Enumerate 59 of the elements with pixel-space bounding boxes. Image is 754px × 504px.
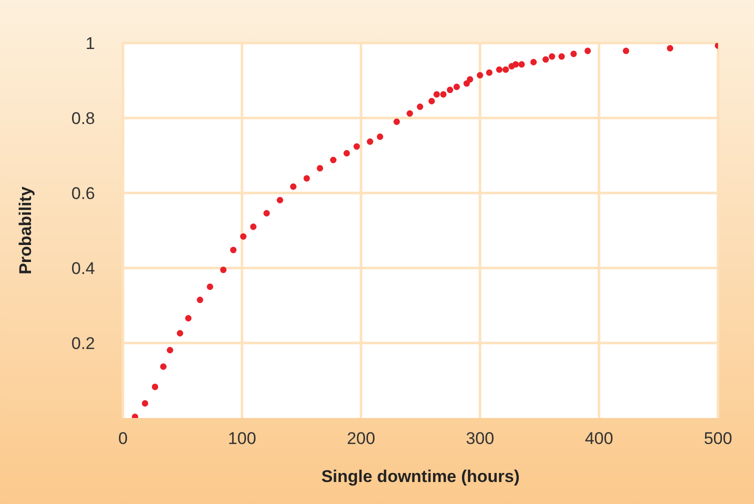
y-tick-label: 0.4 — [71, 259, 95, 278]
point — [440, 91, 447, 98]
point — [240, 233, 247, 240]
point — [290, 183, 296, 190]
point — [453, 84, 460, 90]
x-tick-label: 0 — [118, 429, 128, 448]
point — [584, 48, 591, 54]
point — [250, 224, 257, 230]
point — [330, 156, 336, 164]
point — [428, 98, 435, 104]
point — [406, 110, 413, 117]
point — [166, 346, 174, 354]
point — [263, 210, 270, 216]
point — [142, 400, 148, 407]
x-tick-label: 400 — [584, 429, 614, 448]
point — [206, 284, 214, 290]
point — [446, 86, 454, 94]
point — [276, 196, 284, 204]
point — [548, 53, 556, 60]
point — [394, 118, 400, 125]
point — [160, 363, 167, 370]
point — [176, 330, 184, 336]
point — [570, 50, 577, 58]
point — [558, 53, 565, 60]
point — [666, 45, 674, 52]
x-tick-label: 500 — [704, 429, 732, 448]
point — [304, 175, 310, 182]
point — [476, 72, 484, 78]
point — [230, 246, 237, 254]
y-tick-label: 1 — [86, 34, 95, 54]
y-tick-label: 0.2 — [71, 334, 95, 354]
x-tick-label: 300 — [466, 429, 494, 448]
y-tick-label: 0.6 — [71, 184, 95, 204]
point — [463, 80, 470, 87]
point — [376, 134, 384, 140]
y-axis-title: Probability — [16, 186, 36, 274]
point — [152, 384, 158, 390]
point — [344, 150, 350, 156]
point — [466, 76, 474, 83]
point — [366, 138, 374, 145]
point — [486, 69, 492, 76]
point — [512, 61, 519, 68]
point — [416, 104, 424, 110]
point — [496, 66, 502, 73]
x-tick-label: 100 — [228, 429, 256, 448]
point — [530, 58, 537, 66]
point — [220, 266, 227, 274]
point — [196, 296, 204, 304]
x-axis-title: Single downtime (hours) — [321, 467, 520, 486]
x-tick-label: 200 — [346, 429, 376, 448]
point — [502, 66, 509, 73]
point — [542, 56, 549, 63]
point — [518, 61, 525, 68]
point — [354, 143, 360, 150]
point — [433, 91, 440, 98]
point — [622, 48, 630, 54]
point — [185, 315, 192, 322]
y-tick-label: 0.8 — [71, 109, 95, 128]
point — [316, 165, 324, 172]
